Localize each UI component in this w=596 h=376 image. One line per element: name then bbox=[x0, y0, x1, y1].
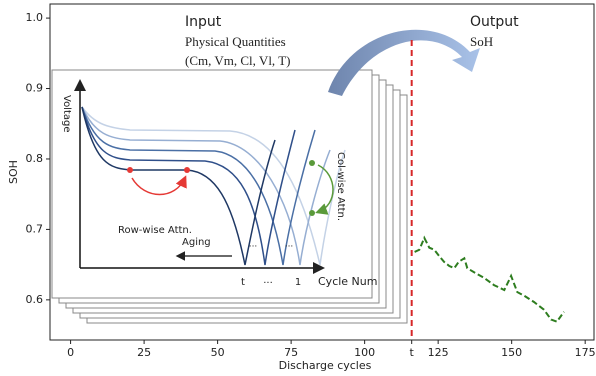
x-tick-label: 175 bbox=[575, 346, 596, 359]
x-tick-label: 100 bbox=[354, 346, 375, 359]
annotation: t bbox=[241, 277, 245, 288]
annotation: ... bbox=[285, 240, 294, 250]
y-axis-label: SOH bbox=[7, 160, 20, 184]
annotation: Input bbox=[185, 14, 222, 30]
x-tick-label: 50 bbox=[211, 346, 225, 359]
x-tick-label: 150 bbox=[501, 346, 522, 359]
data-line bbox=[414, 235, 565, 323]
annotation: Output bbox=[470, 14, 519, 30]
x-tick-label: 75 bbox=[284, 346, 298, 359]
annotation: (Cm, Vm, Cl, Vl, T) bbox=[185, 53, 290, 68]
annotation: Voltage bbox=[61, 95, 72, 133]
annotation: 1 bbox=[295, 277, 301, 288]
annotation: Physical Quantities bbox=[185, 34, 286, 49]
y-tick-label: 1.0 bbox=[26, 11, 44, 24]
annotation: Col-wise Attn. bbox=[335, 152, 346, 221]
annotation: SoH bbox=[470, 34, 493, 49]
annotation: Row-wise Attn. bbox=[118, 225, 192, 236]
x-axis-label: Discharge cycles bbox=[279, 359, 372, 372]
x-tick-label: 125 bbox=[428, 346, 449, 359]
y-tick-label: 0.6 bbox=[26, 293, 44, 306]
y-tick-label: 0.7 bbox=[26, 222, 44, 235]
x-tick-label: t bbox=[410, 346, 415, 359]
y-tick-label: 0.8 bbox=[26, 152, 44, 165]
annotation: ... bbox=[263, 275, 273, 286]
flow-arrow bbox=[328, 29, 480, 96]
annotation: ... bbox=[249, 240, 258, 250]
x-tick-label: 0 bbox=[67, 346, 74, 359]
annotation: Aging bbox=[182, 237, 211, 248]
annotation: Cycle Num bbox=[318, 275, 377, 288]
y-tick-label: 0.9 bbox=[26, 82, 44, 95]
x-tick-label: 25 bbox=[137, 346, 151, 359]
plot-frame bbox=[49, 3, 595, 341]
inset-diagram bbox=[74, 79, 346, 274]
